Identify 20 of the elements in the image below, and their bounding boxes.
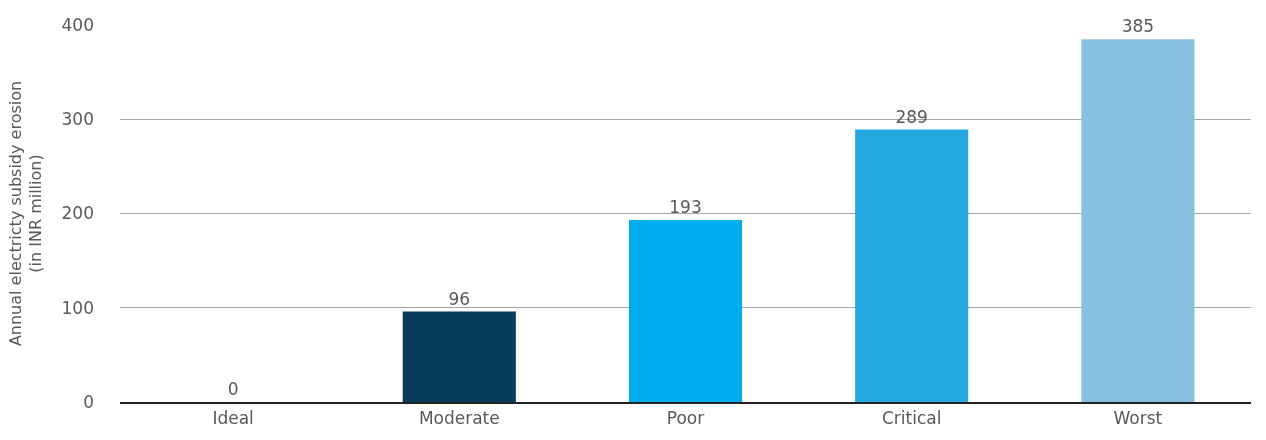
x-tick-label: Poor [666, 408, 705, 429]
y-tick-label: 200 [61, 203, 94, 224]
bar [402, 311, 516, 402]
y-axis-title: Annual electricty subsidy erosion (in INR million) [5, 80, 46, 347]
x-tick-label: Critical [881, 408, 942, 429]
y-tick-label: 300 [61, 109, 94, 130]
y-tick-label: 400 [61, 14, 94, 35]
x-tick-label: Worst [1113, 408, 1163, 429]
data-label: 289 [895, 106, 928, 127]
bar [855, 129, 969, 402]
data-label: 0 [227, 379, 239, 399]
bar [1081, 39, 1195, 402]
y-tick-label: 100 [61, 297, 94, 318]
y-tick-label: 0 [83, 391, 94, 412]
data-label: 385 [1121, 16, 1155, 37]
bar [628, 220, 743, 402]
data-label: 96 [448, 288, 471, 309]
data-label: 193 [669, 197, 702, 218]
x-tick-label: Moderate [418, 408, 500, 429]
x-tick-label: Ideal [212, 408, 254, 429]
